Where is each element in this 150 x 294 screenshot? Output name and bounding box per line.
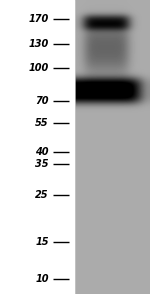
Text: 130: 130: [28, 39, 49, 49]
Text: 55: 55: [35, 118, 49, 128]
Text: 170: 170: [28, 14, 49, 24]
Text: 35: 35: [35, 159, 49, 169]
Text: 15: 15: [35, 237, 49, 247]
Text: 25: 25: [35, 190, 49, 200]
Text: 10: 10: [35, 274, 49, 284]
Text: 40: 40: [35, 147, 49, 157]
Text: 100: 100: [28, 63, 49, 73]
Text: 70: 70: [35, 96, 49, 106]
